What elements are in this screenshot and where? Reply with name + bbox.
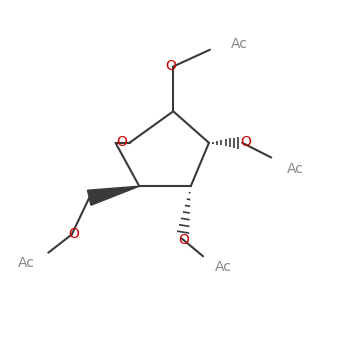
Text: Ac: Ac — [18, 256, 35, 270]
Text: Ac: Ac — [231, 37, 248, 51]
Polygon shape — [88, 186, 139, 205]
Text: Ac: Ac — [215, 260, 232, 274]
Text: Ac: Ac — [287, 162, 304, 176]
Text: O: O — [116, 135, 127, 149]
Text: O: O — [240, 135, 251, 149]
Text: O: O — [165, 59, 176, 73]
Text: O: O — [178, 233, 189, 247]
Text: O: O — [68, 227, 79, 241]
